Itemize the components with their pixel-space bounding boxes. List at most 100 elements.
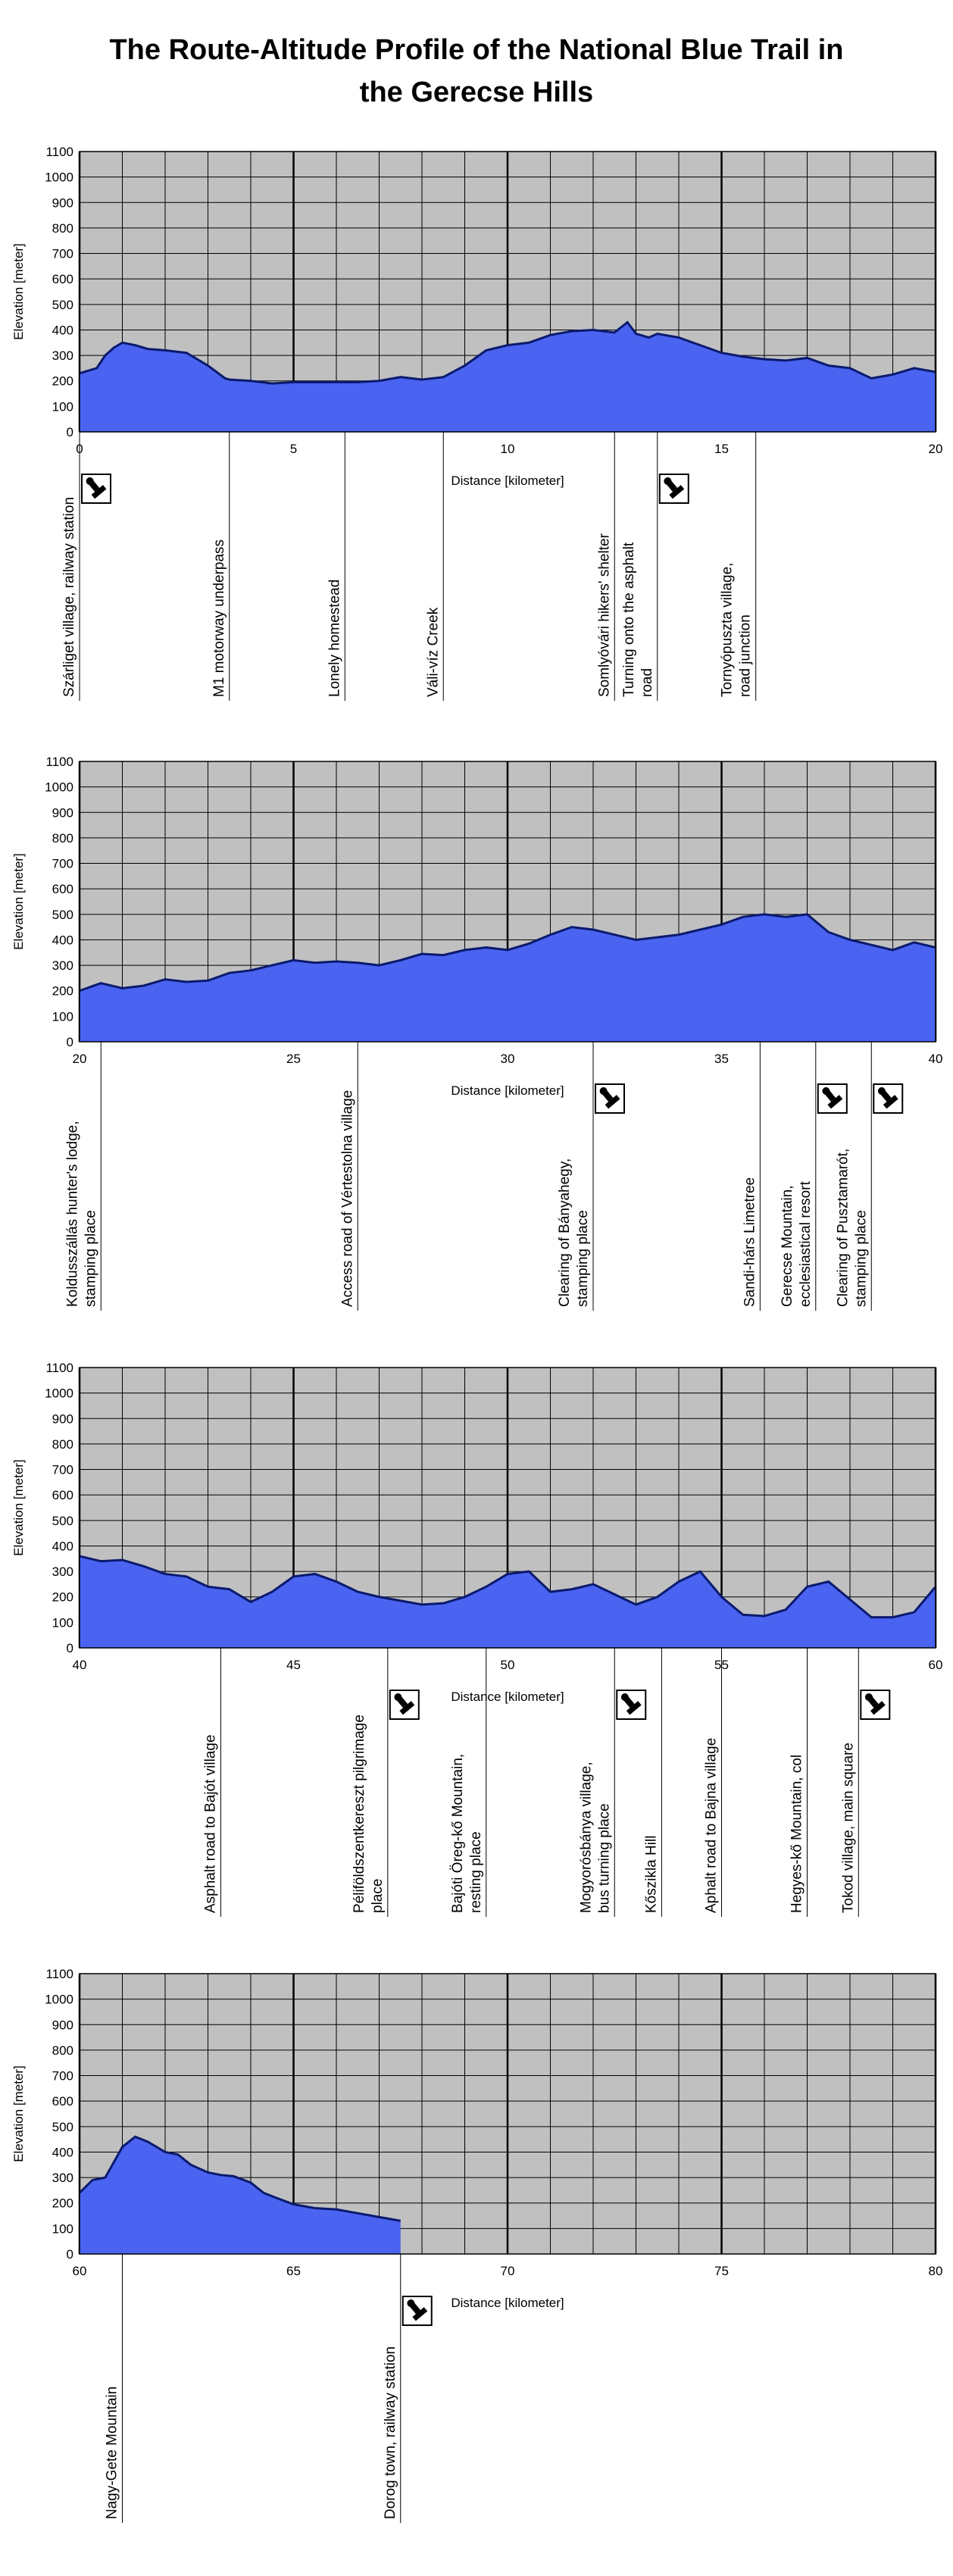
y-tick-label: 900 xyxy=(52,805,73,820)
annotation-label: Lonely homestead xyxy=(327,580,342,697)
annotation-label: Bajóti Öreg-kő Mountain, resting place xyxy=(450,1754,484,1913)
annotation-label: Dorog town, railway station xyxy=(383,2346,398,2519)
annotation-label: Gerecse Mountain, ecclesiastical resort xyxy=(780,1181,814,1307)
y-tick-label: 200 xyxy=(52,1590,73,1605)
annotation-label: Szárliget village, railway station xyxy=(61,497,77,697)
y-tick-label: 200 xyxy=(52,2196,73,2211)
plot-border xyxy=(79,1367,936,1649)
y-axis-title: Elevation [meter] xyxy=(11,2065,26,2162)
y-tick-label: 100 xyxy=(52,1615,73,1630)
y-tick-label: 600 xyxy=(52,272,73,286)
stamping-place-icon xyxy=(389,1690,420,1720)
annotation-label: Clearing of Pusztamarót, stamping place xyxy=(835,1149,869,1307)
location-annotation: Mogyorósbánya village, bus turning place xyxy=(578,1648,647,1917)
y-tick-label: 1100 xyxy=(45,755,73,769)
y-tick-label: 300 xyxy=(52,2171,73,2185)
x-axis-title: Distance [kilometer] xyxy=(451,1690,564,1704)
y-tick-label: 1100 xyxy=(45,145,73,159)
y-tick-label: 400 xyxy=(52,1539,73,1553)
location-annotation: Gerecse Mountain, ecclesiastical resort xyxy=(780,1042,848,1311)
chart-panel: 0 100 200 300 400 500 600 700 800 900 1000 1100 20 25… xyxy=(11,755,942,1311)
y-axis-title: Elevation [meter] xyxy=(11,243,26,340)
location-annotation: Váli-víz Creek xyxy=(425,432,444,701)
y-tick-label: 300 xyxy=(52,958,73,973)
stamping-place-icon xyxy=(873,1083,904,1114)
y-tick-label: 600 xyxy=(52,1488,73,1502)
y-tick-label: 300 xyxy=(52,349,73,363)
location-annotation: Péliföldszentkereszt pilgrimage place xyxy=(352,1648,420,1917)
plot-border xyxy=(79,1973,936,2255)
location-annotation: Dorog town, railway station xyxy=(383,2254,433,2523)
y-tick-label: 500 xyxy=(52,1514,73,1528)
y-tick-label: 200 xyxy=(52,984,73,999)
location-annotation: Lonely homestead xyxy=(327,432,345,701)
plot-border xyxy=(79,761,936,1043)
x-tick-label: 45 xyxy=(286,1658,301,1672)
stamping-place-icon xyxy=(616,1690,647,1720)
y-tick-label: 100 xyxy=(52,399,73,414)
y-tick-label: 0 xyxy=(67,1035,73,1049)
y-tick-label: 800 xyxy=(52,1437,73,1452)
y-tick-label: 400 xyxy=(52,323,73,337)
y-tick-label: 0 xyxy=(67,2247,73,2262)
x-tick-label: 15 xyxy=(714,442,729,456)
x-tick-label: 40 xyxy=(73,1658,87,1672)
location-annotation: Somlyóvári hikers' shelter xyxy=(596,432,615,701)
annotation-label: Mogyorósbánya village, bus turning place xyxy=(578,1762,612,1913)
stamping-place-icon xyxy=(595,1083,625,1114)
x-tick-label: 35 xyxy=(714,1052,729,1066)
annotation-label: Tokod village, main square xyxy=(840,1743,856,1913)
annotation-label: Sandi-hárs Limetree xyxy=(742,1177,758,1307)
y-axis-title: Elevation [meter] xyxy=(11,853,26,950)
y-tick-label: 900 xyxy=(52,2018,73,2032)
annotation-label: Kőszikla Hill xyxy=(643,1836,659,1913)
x-tick-label: 30 xyxy=(501,1052,515,1066)
x-axis-title: Distance [kilometer] xyxy=(451,1083,564,1098)
y-tick-label: 900 xyxy=(52,1411,73,1426)
y-tick-label: 900 xyxy=(52,195,73,210)
annotation-label: Somlyóvári hikers' shelter xyxy=(596,533,612,697)
location-annotation: Szárliget village, railway station xyxy=(61,432,111,701)
location-annotation: Bajóti Öreg-kő Mountain, resting place xyxy=(450,1648,487,1917)
y-tick-label: 1000 xyxy=(45,1993,73,2007)
location-annotation: Koldusszállás hunter's lodge, stamping pl… xyxy=(64,1042,102,1311)
y-tick-label: 0 xyxy=(67,425,73,439)
y-tick-label: 600 xyxy=(52,882,73,896)
y-tick-label: 1100 xyxy=(45,1361,73,1375)
x-tick-label: 65 xyxy=(286,2264,301,2278)
x-tick-label: 70 xyxy=(501,2264,515,2278)
annotation-label: M1 motorway underpass xyxy=(211,539,227,697)
plot-border xyxy=(79,151,936,433)
y-tick-label: 300 xyxy=(52,1565,73,1579)
y-tick-label: 800 xyxy=(52,831,73,846)
y-tick-label: 700 xyxy=(52,247,73,261)
stamping-place-icon xyxy=(81,474,111,504)
y-tick-label: 600 xyxy=(52,2094,73,2109)
annotation-label: Aphalt road to Bajna village xyxy=(704,1738,720,1913)
x-tick-label: 5 xyxy=(290,442,297,456)
location-annotation: M1 motorway underpass xyxy=(211,432,230,701)
location-annotation: Hegyes-kő Mountain, col xyxy=(789,1648,808,1917)
stamping-place-icon xyxy=(658,474,689,504)
y-tick-label: 100 xyxy=(52,2221,73,2236)
annotation-label: Koldusszállás hunter's lodge, stamping pl… xyxy=(64,1121,98,1308)
elevation-area xyxy=(80,322,936,432)
elevation-line xyxy=(78,2135,402,2222)
elevation-area xyxy=(80,914,936,1042)
y-axis-title: Elevation [meter] xyxy=(11,1459,26,1556)
location-annotation: Sandi-hárs Limetree xyxy=(742,1042,761,1311)
location-annotation: Clearing of Bányahegy, stamping place xyxy=(557,1042,625,1311)
chart-panel: 0 100 200 300 400 500 600 700 800 900 1000 1100 40 45… xyxy=(11,1361,942,1917)
annotation-label: Tornyópuszta village, road junction xyxy=(720,563,754,697)
x-tick-label: 40 xyxy=(929,1052,943,1066)
y-tick-label: 500 xyxy=(52,298,73,312)
x-tick-label: 25 xyxy=(286,1052,301,1066)
y-tick-label: 800 xyxy=(52,221,73,236)
location-annotation: Kőszikla Hill xyxy=(643,1648,662,1917)
x-tick-label: 20 xyxy=(929,442,943,456)
y-tick-label: 1000 xyxy=(45,1386,73,1401)
page-title: The Route-Altitude Profile of the Nation… xyxy=(109,34,844,108)
elevation-line xyxy=(79,1555,937,1619)
chart-panel: 0 100 200 300 400 500 600 700 800 900 1000 1100 60 65… xyxy=(11,1967,942,2523)
